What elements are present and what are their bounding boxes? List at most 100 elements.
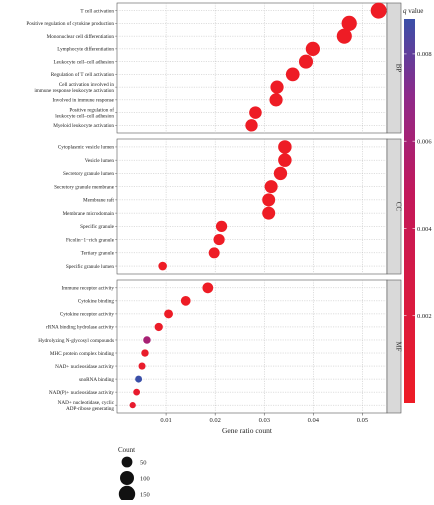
term-label: Membrane microdomain <box>63 211 115 217</box>
term-label-line: NAD+ nucleotidase, cyclic <box>58 400 115 406</box>
term-label-line: leukocyte cell–cell adhesion <box>55 114 114 120</box>
dot <box>305 41 320 57</box>
term-label-line: Hydrolyzing N-glycosyl compounds <box>38 338 114 344</box>
term-label: Lymphocyte differentiation <box>57 46 114 53</box>
panel-frame <box>116 138 388 275</box>
size-legend-label: 100 <box>140 475 150 482</box>
term-label: Leukocyte cell–cell adhesion <box>54 59 115 65</box>
panel-bp: BP T cell activation Positive regulation o… <box>26 2 403 134</box>
dot <box>202 282 214 294</box>
term-label: NAD+ nucleotidase, cyclic ADP-ribose gene… <box>58 400 115 412</box>
term-label: Cytokine binding <box>78 299 115 305</box>
dot <box>269 93 283 107</box>
term-label: Myeloid leukocyte activation <box>53 123 114 129</box>
dot <box>215 220 228 232</box>
term-label: Immune receptor activity <box>62 286 115 292</box>
term-label-line: Positive regulation of cytokine producti… <box>26 20 114 27</box>
facet-strip <box>386 138 402 275</box>
term-label: Membrane raft <box>83 197 115 204</box>
term-label-line: Membrane microdomain <box>63 211 115 217</box>
term-label: Positive regulation of cytokine producti… <box>26 20 114 27</box>
term-label: Regulation of T cell activation <box>51 71 115 78</box>
term-label-line: Ficolin−1−rich granule <box>66 237 115 243</box>
dot <box>285 67 300 82</box>
facet-strip-label: CC <box>395 202 403 212</box>
dot <box>249 106 262 119</box>
dot <box>180 295 191 306</box>
facet-panels: BP T cell activation Positive regulation o… <box>26 2 403 414</box>
x-tick-label: 0.02 <box>209 417 220 424</box>
term-label-line: MHC protein complex binding <box>50 351 115 357</box>
term-label: Secretory granule membrane <box>54 184 115 190</box>
term-label-line: Membrane raft <box>83 197 115 204</box>
x-axis-label: Gene ratio count <box>222 426 273 435</box>
dot <box>278 153 292 167</box>
color-legend-tick-label: 0.008 <box>417 51 432 58</box>
dot <box>213 233 225 246</box>
term-label-line: Cytoplasmic vesicle lumen <box>58 145 115 151</box>
term-label: T cell activation <box>80 8 114 14</box>
size-legend-dot <box>120 471 134 485</box>
term-label-line: Specific granule lumen <box>66 263 115 270</box>
dot <box>135 375 143 383</box>
dot <box>143 336 151 344</box>
term-label: rRNA binding hydrolase activity <box>46 325 114 331</box>
dot <box>273 166 288 181</box>
size-legend-dot <box>121 456 133 468</box>
dot <box>129 402 136 409</box>
term-label-line: Secretory granule lumen <box>63 171 114 177</box>
term-label-line: immune response leukocyte activation <box>34 88 114 94</box>
term-label: Specific granule <box>80 223 115 230</box>
color-bar <box>404 19 415 403</box>
term-label: NAD(P)+ nucleosidase activity <box>49 389 115 396</box>
term-label-line: Leukocyte cell–cell adhesion <box>54 59 115 65</box>
term-label-line: Tertiary granule <box>81 251 115 257</box>
term-label-line: Involved in immune response <box>52 98 114 104</box>
facet-strip-label: BP <box>395 64 403 73</box>
term-label-line: Cytokine receptor activity <box>60 312 115 318</box>
dot <box>270 80 284 94</box>
dot <box>278 140 292 154</box>
term-label-line: Mononuclear cell differentiation <box>47 33 115 40</box>
dot <box>245 119 258 132</box>
term-label: Secretory granule lumen <box>63 171 114 177</box>
term-label: Ficolin−1−rich granule <box>66 237 115 243</box>
x-tick-label: 0.05 <box>357 417 368 424</box>
x-axis: 0.01 0.02 0.03 0.04 0.05 <box>160 413 368 424</box>
x-tick-label: 0.01 <box>160 417 171 424</box>
term-label-line: Specific granule <box>80 223 115 230</box>
color-legend-tick-label: 0.002 <box>417 313 432 320</box>
x-tick-label: 0.03 <box>259 417 270 424</box>
q-value-color-legend: q value 0.002 0.004 0.006 0.008 <box>403 7 432 403</box>
dot <box>341 15 357 32</box>
term-label-line: rRNA binding hydrolase activity <box>46 325 114 331</box>
dot <box>336 28 352 44</box>
term-label: snoRNA binding <box>79 377 114 383</box>
dot <box>154 322 163 332</box>
dot <box>133 388 141 396</box>
term-label-line: Cell activation involved in <box>59 82 115 88</box>
term-label-line: Cytokine binding <box>78 299 115 305</box>
term-label-line: T cell activation <box>80 8 114 14</box>
size-legend-label: 50 <box>140 459 147 466</box>
term-label: Involved in immune response <box>52 98 114 104</box>
term-label-line: Myeloid leukocyte activation <box>53 123 114 129</box>
term-label-line: Lymphocyte differentiation <box>57 46 114 53</box>
color-legend-tick-label: 0.004 <box>417 226 432 233</box>
dot <box>298 54 314 69</box>
term-label: Mononuclear cell differentiation <box>47 33 115 40</box>
panel-cc: CC Cytoplasmic vesicle lumen Vesicle lumen… <box>54 138 403 275</box>
dot <box>141 349 149 357</box>
dot <box>138 362 146 370</box>
color-legend-title-q: q <box>403 7 407 15</box>
term-label: Tertiary granule <box>81 251 115 257</box>
dot <box>264 180 278 194</box>
dot <box>370 2 387 19</box>
term-label-line: NAD+ nucleosidase activity <box>55 364 114 370</box>
term-label: NAD+ nucleosidase activity <box>55 364 114 370</box>
dot <box>158 261 167 271</box>
size-legend-dot <box>118 485 136 503</box>
term-label-line: snoRNA binding <box>79 377 114 383</box>
count-size-legend: Count 50 100 150 <box>118 446 150 503</box>
